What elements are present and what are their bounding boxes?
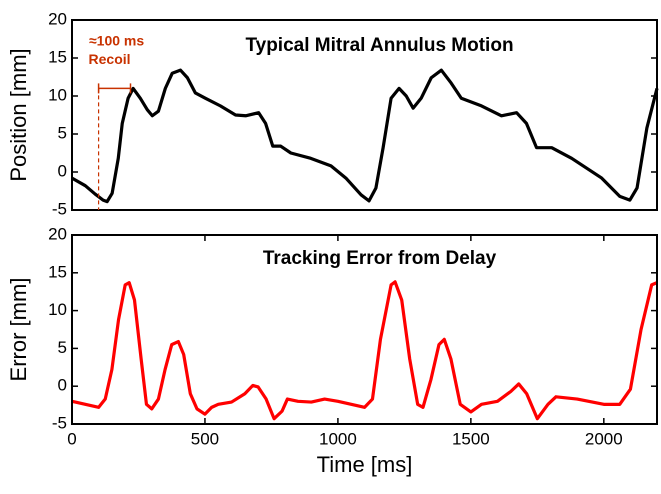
y-tick-label: 15 [48, 262, 67, 281]
y-tick-label: 20 [48, 9, 67, 28]
chart-title: Tracking Error from Delay [263, 248, 497, 269]
y-tick-label: 5 [58, 123, 67, 142]
y-tick-label: -5 [52, 413, 67, 432]
y-tick-label: 10 [48, 85, 67, 104]
axes-box [71, 19, 658, 211]
data-line [71, 68, 659, 204]
x-tick-label: 2000 [585, 429, 623, 448]
y-tick-label: 5 [58, 338, 67, 357]
y-tick-label: 15 [48, 47, 67, 66]
y-tick-label: 0 [58, 376, 67, 395]
x-tick-label: 1000 [319, 429, 357, 448]
axes-box [71, 234, 658, 425]
annotation: Recoil [89, 51, 131, 67]
chart-title: Typical Mitral Annulus Motion [245, 35, 513, 56]
y-tick-label: -5 [52, 199, 67, 218]
x-tick-label: 1500 [452, 429, 490, 448]
y-axis-label: Error [mm] [6, 278, 31, 382]
x-axis-label: Time [ms] [317, 452, 413, 477]
data-line [71, 280, 658, 421]
y-axis-label: Position [mm] [6, 48, 31, 181]
y-tick-label: 20 [48, 224, 67, 243]
y-tick-label: 10 [48, 300, 67, 319]
y-tick-label: 0 [58, 161, 67, 180]
x-tick-label: 0 [67, 429, 76, 448]
annotation: ≈100 ms [89, 33, 144, 49]
x-tick-label: 500 [191, 429, 219, 448]
